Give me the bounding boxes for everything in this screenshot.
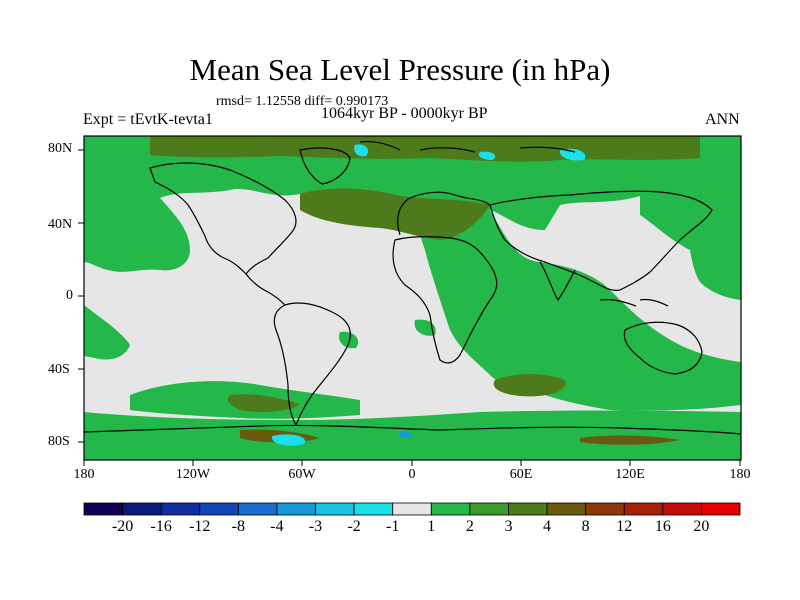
colorbar-label: 8 — [581, 518, 590, 535]
lat-label-0: 0 — [66, 288, 73, 303]
southern-ocean-olive — [227, 394, 300, 412]
lon-label-0: 0 — [408, 467, 416, 482]
experiment-label: Expt = tEvtK-tevta1 — [83, 111, 213, 128]
season-label: ANN — [705, 111, 740, 128]
lon-label-120w: 120W — [175, 467, 211, 482]
central-america-coast — [245, 273, 286, 306]
north-america-coast — [149, 162, 297, 275]
west-pacific-green — [640, 190, 741, 270]
australia-coast — [623, 321, 703, 375]
arctic-cyan-patch — [478, 151, 496, 160]
eurasia-olive — [300, 188, 490, 240]
lat-label-40n: 40N — [48, 217, 73, 232]
asia-coast — [489, 190, 713, 291]
colorbar-swatch — [83, 502, 123, 516]
siberia-cyan-patch — [559, 148, 586, 161]
colorbar-swatch — [315, 502, 355, 516]
coastlines — [84, 140, 741, 435]
plot-title: Mean Sea Level Pressure (in hPa) — [189, 52, 611, 87]
colorbar-label: 3 — [504, 518, 513, 535]
africa-coast — [392, 236, 498, 364]
colorbar-label: -16 — [150, 518, 172, 535]
time-period-label: 1064kyr BP - 0000kyr BP — [321, 105, 488, 122]
lon-label-60e: 60E — [509, 467, 533, 482]
colorbar-swatch — [585, 502, 625, 516]
south-pacific-green — [690, 250, 741, 300]
lon-label-60w: 60W — [288, 467, 316, 482]
arctic-islands-coast — [359, 140, 576, 153]
rmsd-diff-stats: rmsd= 1.12558 diff= 0.990173 — [216, 94, 389, 109]
antarctic-cyan-patch — [271, 434, 306, 446]
tropical-pacific-green — [84, 305, 130, 360]
greenland-cyan-patch — [354, 144, 369, 157]
south-america-coast — [273, 302, 351, 427]
colorbar-label: 4 — [543, 518, 552, 535]
colorbar-swatch — [701, 502, 741, 516]
colorbar-label: 1 — [427, 518, 436, 535]
colorbar-swatch — [469, 502, 509, 516]
lon-label-180e: 180 — [729, 467, 751, 482]
negative-anomaly-patches — [271, 144, 586, 446]
north-pacific-green — [84, 196, 190, 272]
lat-label-80s: 80S — [48, 434, 70, 449]
colorbar-label: 20 — [693, 518, 710, 535]
colorbar-label: -2 — [347, 518, 361, 535]
india-coast — [539, 261, 576, 302]
axis-ticks — [78, 149, 741, 466]
southern-ocean-green-b — [84, 410, 741, 460]
lat-label-80n: 80N — [48, 141, 73, 156]
indonesia-coast — [599, 298, 669, 307]
europe-coast — [397, 191, 491, 236]
colorbar-label: -3 — [308, 518, 323, 535]
colorbar-swatch — [353, 502, 394, 516]
east-antarctic-brown — [580, 435, 680, 445]
colorbar-swatch — [160, 502, 201, 516]
colorbar-swatch — [430, 502, 471, 516]
greenland-coast — [299, 147, 351, 185]
lon-label-120e: 120E — [615, 467, 645, 482]
south-atlantic-green — [414, 319, 436, 336]
southern-pacific-patch — [339, 331, 359, 349]
colorbar-label: -20 — [111, 518, 134, 535]
colorbar-swatch — [199, 502, 239, 516]
indian-ocean-green — [415, 206, 741, 411]
colorbar-swatch — [508, 502, 548, 516]
colorbar-swatch — [623, 502, 664, 516]
antarctica-coast — [84, 424, 741, 435]
south-indian-olive — [493, 374, 566, 397]
colorbar-label: 12 — [616, 518, 633, 535]
colorbar-label: 2 — [465, 518, 474, 535]
colorbar-swatch — [546, 502, 587, 516]
colorbar-label: 16 — [654, 518, 671, 535]
colorbar-swatch — [392, 502, 432, 516]
lat-label-40s: 40S — [48, 362, 70, 377]
colorbar-label: -1 — [386, 518, 400, 535]
colorbar-label: -4 — [270, 518, 284, 535]
colorbar-label: -8 — [231, 518, 245, 535]
colorbar-swatch — [122, 502, 162, 516]
antarctic-blue-patch — [399, 431, 412, 439]
colorbar-swatch — [276, 502, 316, 516]
colorbar-label: -12 — [189, 518, 211, 535]
lon-label-180w: 180 — [73, 467, 95, 482]
colorbar-swatch — [662, 502, 702, 516]
colorbar-swatch — [237, 502, 278, 516]
